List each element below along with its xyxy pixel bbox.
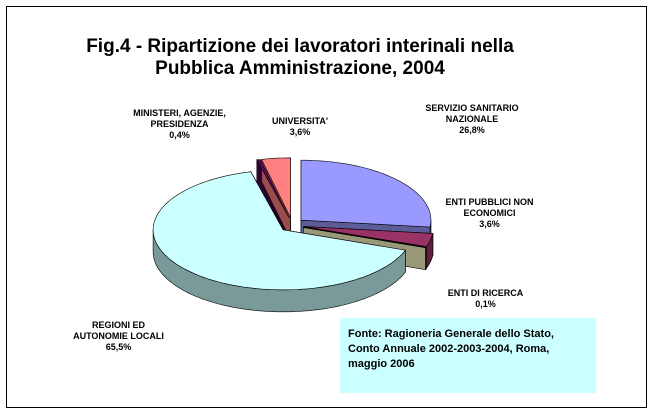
frame xyxy=(6,6,647,408)
source-box: Fonte: Ragioneria Generale dello Stato, … xyxy=(340,318,596,393)
value-label: 3,6% xyxy=(479,219,500,229)
slice xyxy=(261,157,291,218)
value-label: 0,4% xyxy=(169,130,190,140)
slice-label: ENTI PUBBLICI NON ECONOMICI 3,6% xyxy=(432,197,547,230)
value-label: 3,6% xyxy=(289,127,311,137)
value-label: 26,8% xyxy=(459,125,485,135)
slice-label: UNIVERSITA' 3,6% xyxy=(250,116,350,138)
category-label: SERVIZIO SANITARIO NAZIONALE xyxy=(425,103,519,124)
slice xyxy=(303,227,427,249)
slice xyxy=(300,159,432,228)
category-label: ENTI DI RICERCA xyxy=(447,288,524,298)
slice-label: ENTI DI RICERCA 0,1% xyxy=(428,288,543,310)
chart-title: Fig.4 - Ripartizione dei lavoratori inte… xyxy=(86,36,514,79)
value-label: 0,1% xyxy=(475,299,496,309)
slice xyxy=(303,226,434,247)
category-label: REGIONI ED AUTONOMIE LOCALI xyxy=(73,320,164,341)
category-label: ENTI PUBBLICI NON ECONOMICI xyxy=(445,197,534,218)
value-label: 65,5% xyxy=(105,342,132,352)
slice xyxy=(152,171,406,291)
slice-label: REGIONI ED AUTONOMIE LOCALI 65,5% xyxy=(66,320,171,353)
slice xyxy=(256,159,290,219)
category-label: MINISTERI, AGENZIE, PRESIDENZA xyxy=(133,108,226,129)
slice-label: MINISTERI, AGENZIE, PRESIDENZA 0,4% xyxy=(122,108,237,141)
slice-label: SERVIZIO SANITARIO NAZIONALE 26,8% xyxy=(412,103,532,136)
category-label: UNIVERSITA' xyxy=(272,116,328,126)
